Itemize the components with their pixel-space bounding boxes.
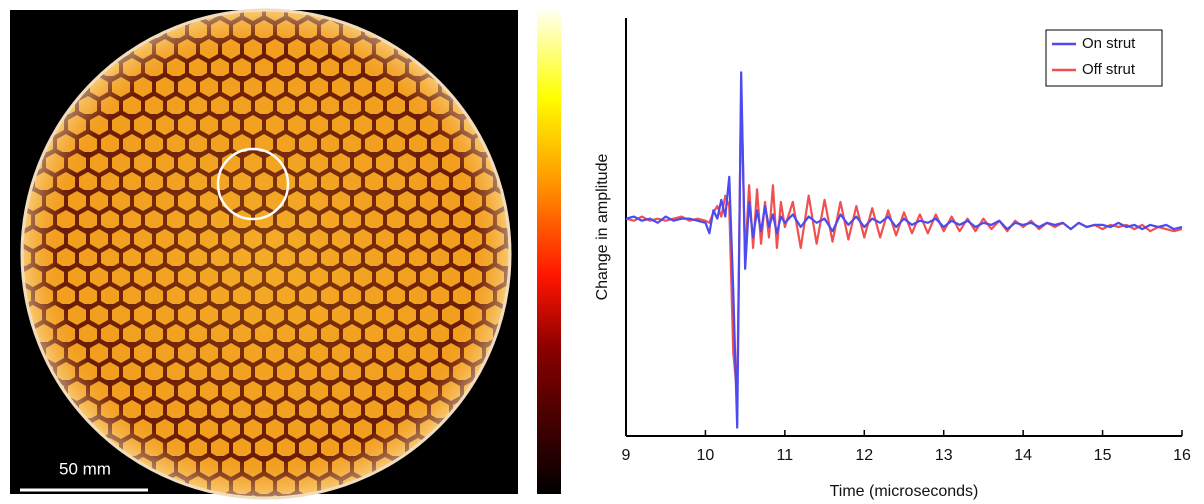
series-line — [625, 85, 1183, 396]
scale-bar-label: 50 mm — [59, 459, 111, 478]
legend-label: Off strut — [1082, 61, 1136, 78]
y-axis-label: Change in amplitude — [594, 154, 611, 301]
thermal-image: 50 mm — [10, 8, 518, 500]
x-tick-label: 10 — [697, 447, 715, 464]
x-axis-label: Time (microseconds) — [830, 483, 979, 500]
x-tick-label: 15 — [1094, 447, 1112, 464]
colorbar — [537, 10, 561, 494]
legend-box — [1045, 29, 1163, 87]
disc-shading — [23, 11, 509, 497]
x-tick-label: 14 — [1014, 447, 1032, 464]
x-tick-label: 16 — [1173, 447, 1191, 464]
legend-label: On strut — [1082, 35, 1136, 52]
series-line — [625, 71, 1183, 429]
x-tick-label: 13 — [935, 447, 953, 464]
x-tick-label: 11 — [777, 447, 794, 464]
x-tick-label: 12 — [855, 447, 873, 464]
x-tick-label: 9 — [622, 447, 631, 464]
highlight-circle — [216, 147, 290, 221]
